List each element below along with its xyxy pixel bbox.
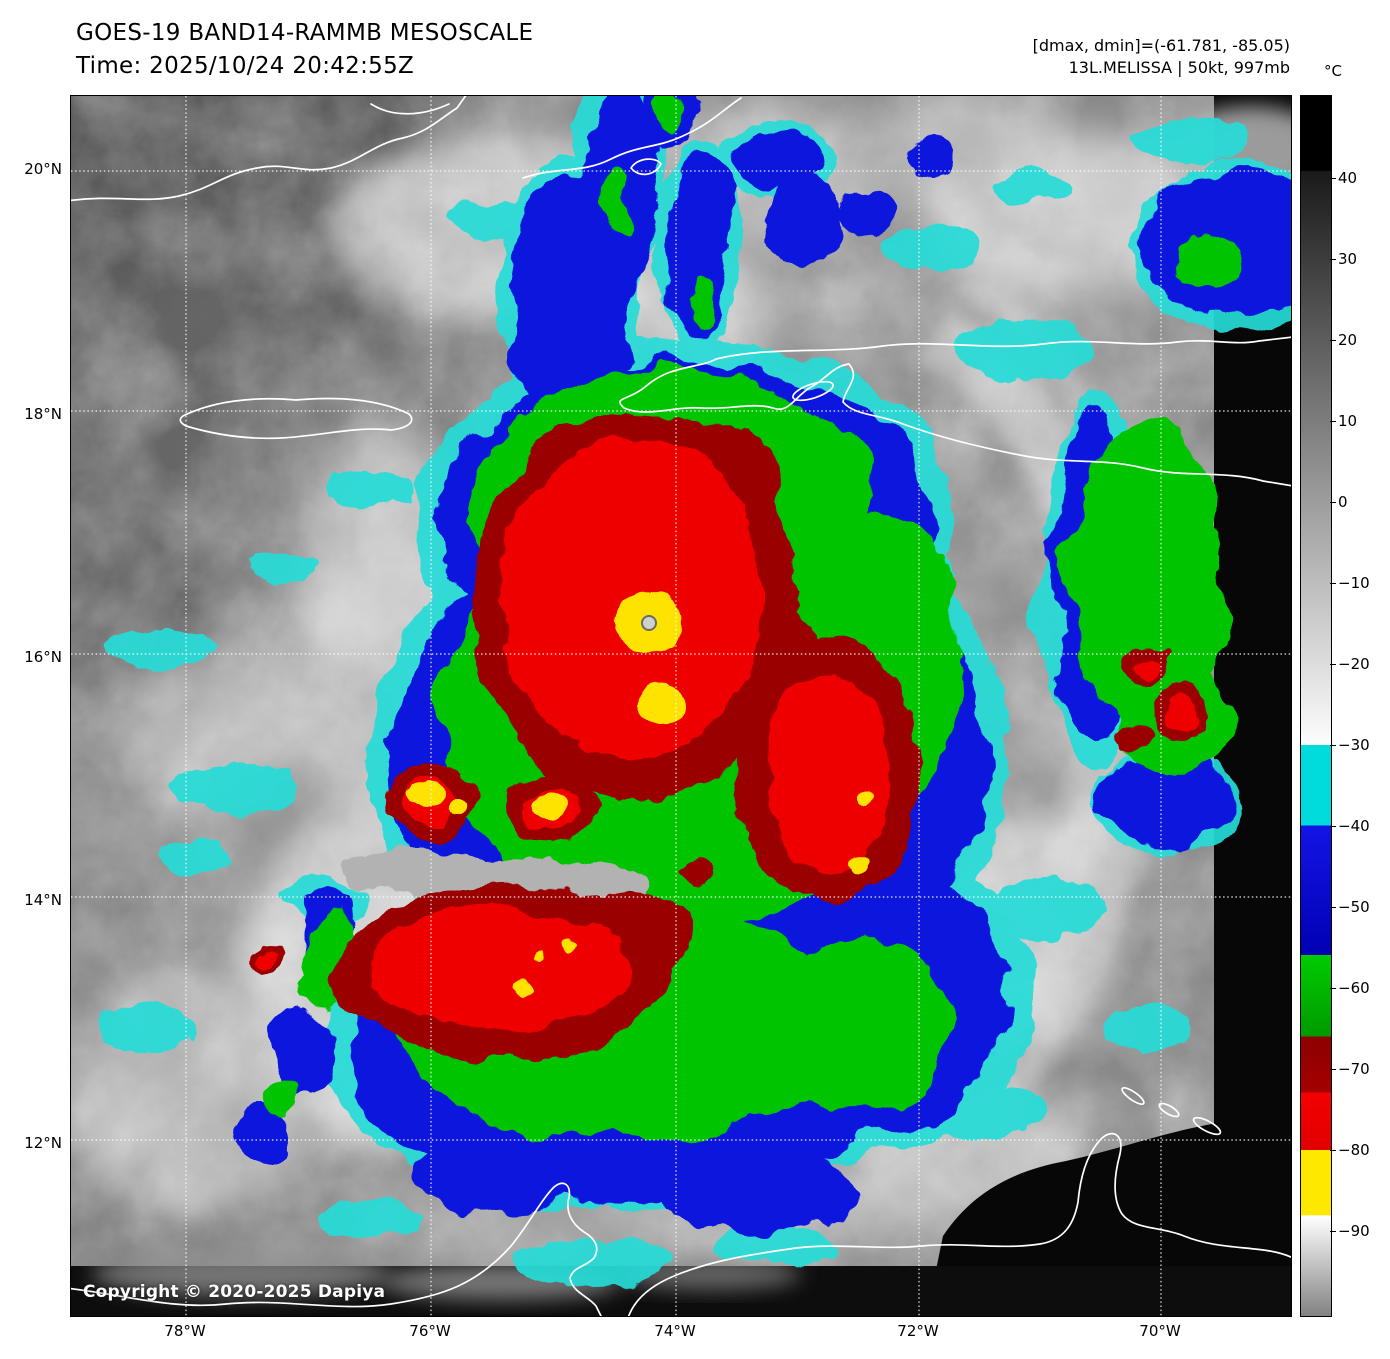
dmax-dmin-readout: [dmax, dmin]=(-61.781, -85.05)	[1032, 36, 1290, 55]
gonave-island	[792, 380, 834, 402]
antilles-island	[1121, 1087, 1145, 1105]
lon-label: 74°W	[654, 1322, 696, 1340]
lat-label: 18°N	[24, 405, 62, 423]
satellite-map: Copyright © 2020-2025 Dapiya	[70, 95, 1292, 1317]
colorbar	[1300, 95, 1332, 1317]
storm-info-readout: 13L.MELISSA | 50kt, 997mb	[1068, 58, 1290, 77]
colorbar-unit-label: °C	[1324, 62, 1342, 80]
graticule	[71, 96, 1291, 1316]
lon-label: 78°W	[164, 1322, 206, 1340]
jamaica-coastline	[179, 397, 413, 440]
cuba-coastline	[522, 97, 742, 179]
cuba-bay	[630, 158, 662, 176]
colorbar-tick: 40	[1330, 169, 1382, 187]
coastlines	[71, 96, 1291, 1316]
colorbar-tick: −70	[1330, 1060, 1382, 1078]
warm-eye-spot	[641, 615, 657, 631]
colorbar-tick: 30	[1330, 250, 1382, 268]
lat-label: 16°N	[24, 648, 62, 666]
colorbar-tick: 10	[1330, 412, 1382, 430]
lat-label: 20°N	[24, 160, 62, 178]
south-america-coastline	[627, 1132, 1291, 1316]
cuba-coastline	[71, 96, 467, 202]
cuba-coastline	[370, 103, 450, 115]
lon-label: 76°W	[409, 1322, 451, 1340]
colorbar-tick: 20	[1330, 331, 1382, 349]
copyright-text: Copyright © 2020-2025 Dapiya	[83, 1282, 386, 1302]
cold-layer-yellow	[408, 593, 874, 997]
lon-label: 70°W	[1139, 1322, 1181, 1340]
timestamp: Time: 2025/10/24 20:42:55Z	[76, 53, 415, 79]
hispaniola-coastline	[618, 358, 1291, 487]
antilles-island	[1158, 1102, 1180, 1118]
colorbar-tick: −30	[1330, 736, 1382, 754]
colorbar-tick: −90	[1330, 1222, 1382, 1240]
colorbar-tick: 0	[1330, 493, 1382, 511]
antilles-island	[1192, 1116, 1222, 1136]
colorbar-tick: −20	[1330, 655, 1382, 673]
colorbar-tick: −50	[1330, 898, 1382, 916]
lat-label: 12°N	[24, 1134, 62, 1152]
south-america-coastline	[71, 1182, 602, 1316]
colorbar-tick: −60	[1330, 979, 1382, 997]
colorbar-tick: −80	[1330, 1141, 1382, 1159]
satellite-image	[71, 96, 1291, 1316]
lat-label: 14°N	[24, 891, 62, 909]
page-title: GOES-19 BAND14-RAMMB MESOSCALE	[76, 20, 534, 46]
hispaniola-coastline	[715, 336, 1291, 360]
lon-label: 72°W	[897, 1322, 939, 1340]
colorbar-tick: −10	[1330, 574, 1382, 592]
colorbar-tick: −40	[1330, 817, 1382, 835]
